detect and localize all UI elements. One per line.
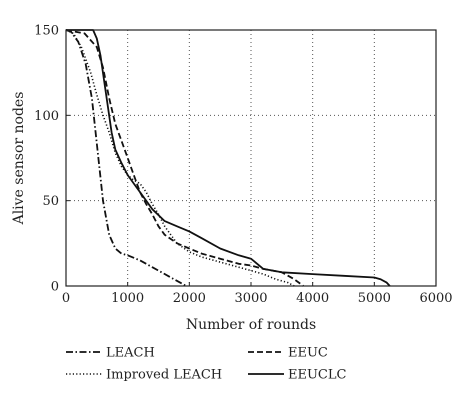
legend: LEACH Improved LEACH EEUC EEUCLC [66, 346, 347, 383]
legend-label: EEUC [288, 346, 328, 361]
legend-label: EEUCLC [288, 368, 347, 383]
series-layer [65, 29, 391, 287]
x-tick-label: 4000 [296, 291, 329, 306]
legend-label: LEACH [106, 346, 155, 361]
series-line-eeuclc [66, 29, 391, 287]
x-tick-label: 3000 [234, 291, 267, 306]
x-tick-label: 2000 [173, 291, 206, 306]
series-line-eeuc [65, 29, 304, 287]
y-tick-label: 0 [51, 280, 59, 295]
y-axis-label: Alive sensor nodes [11, 92, 27, 226]
x-tick-label: 5000 [358, 291, 391, 306]
y-tick-label: 100 [34, 109, 59, 124]
y-tick-label: 50 [42, 194, 59, 209]
axis-ticks: 0 1000 2000 3000 4000 5000 6000 0 50 100 150 [34, 24, 452, 307]
x-axis-label: Number of rounds [186, 317, 316, 333]
x-tick-label: 0 [62, 291, 70, 306]
grid [66, 30, 436, 286]
y-tick-label: 150 [34, 24, 59, 39]
x-tick-label: 1000 [111, 291, 144, 306]
x-tick-label: 6000 [419, 291, 452, 306]
series-line-leach [65, 29, 187, 287]
legend-label: Improved LEACH [106, 368, 222, 383]
